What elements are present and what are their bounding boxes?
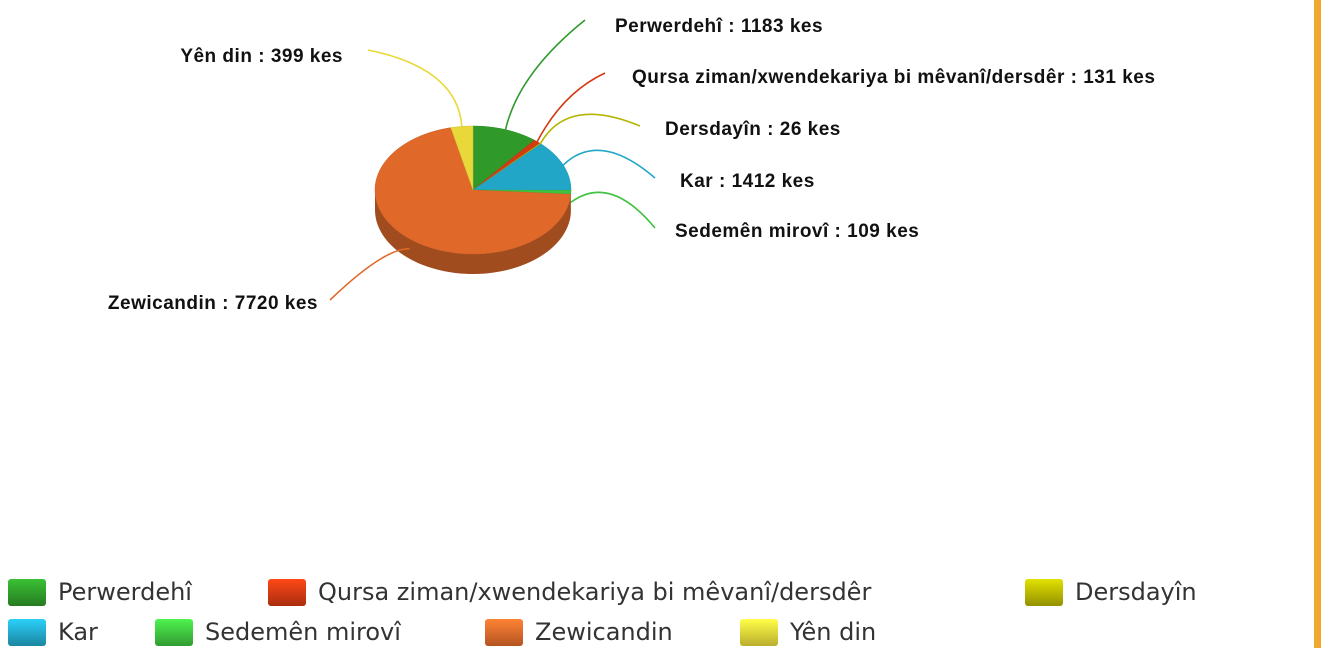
pie-side: [375, 190, 571, 274]
legend-swatch: [740, 619, 778, 646]
legend-label: Sedemên mirovî: [205, 618, 402, 646]
legend-label: Qursa ziman/xwendekariya bi mêvanî/dersd…: [318, 578, 871, 606]
pie-slice: [450, 125, 474, 191]
legend-label: Yên din: [789, 618, 876, 646]
leader-line: [570, 191, 656, 229]
leader-line: [562, 149, 656, 179]
data-label: Perwerdehî : 1183 kes: [615, 16, 823, 37]
legend-swatch: [268, 579, 306, 606]
legend-swatch: [8, 619, 46, 646]
legend-swatch: [155, 619, 193, 646]
leader-line: [329, 247, 410, 301]
data-label: Sedemên mirovî : 109 kes: [675, 221, 919, 242]
legend-swatch: [485, 619, 523, 646]
data-label: Dersdayîn : 26 kes: [665, 119, 841, 140]
pie-slice: [472, 143, 572, 191]
edge-bar: [1314, 0, 1321, 648]
legend-swatch: [1025, 579, 1063, 606]
leader-line: [504, 19, 586, 130]
data-label: Zewicandin : 7720 kes: [108, 293, 318, 314]
data-label: Kar : 1412 kes: [680, 171, 815, 192]
data-label: Yên din : 399 kes: [180, 46, 343, 67]
data-label: Qursa ziman/xwendekariya bi mêvanî/dersd…: [632, 67, 1155, 88]
legend-label: Perwerdehî: [58, 578, 193, 606]
leader-line: [539, 113, 641, 144]
legend-swatch: [8, 579, 46, 606]
legend-label: Kar: [58, 618, 98, 646]
leader-line: [536, 72, 606, 143]
pie-slice: [374, 127, 572, 255]
leader-line: [367, 49, 463, 127]
legend-label: Zewicandin: [535, 618, 673, 646]
legend-label: Dersdayîn: [1075, 578, 1197, 606]
